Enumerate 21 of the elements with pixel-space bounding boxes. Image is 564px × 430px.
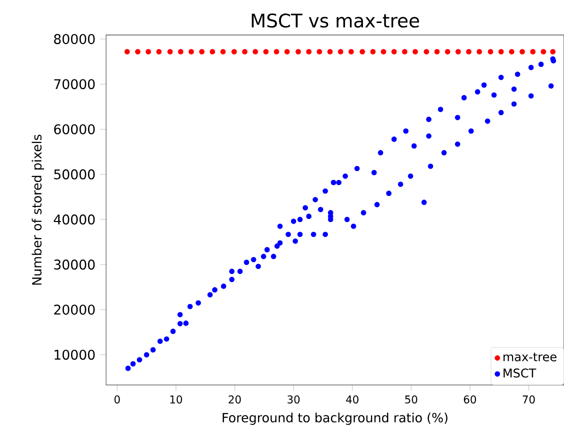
y-tick-label: 10000 (54, 350, 95, 360)
x-tick-label: 0 (114, 395, 120, 404)
y-tick-label: 50000 (54, 169, 95, 180)
y-tick-label: 60000 (54, 124, 95, 134)
x-tick-label: 40 (346, 395, 358, 404)
chart-title: MSCT vs max-tree (252, 13, 420, 28)
x-tick-label: 60 (464, 395, 476, 404)
x-tick-label: 20 (228, 395, 241, 404)
y-tick-label: 70000 (54, 79, 95, 90)
legend-label: MSCT (504, 368, 536, 378)
x-axis-title: Foreground to background ratio (%) (222, 412, 448, 425)
y-tick-label: 40000 (54, 214, 95, 225)
y-tick-label: 30000 (54, 260, 95, 270)
x-tick-label: 30 (288, 395, 300, 404)
y-tick-label: 20000 (54, 304, 95, 315)
y-tick-label: 80000 (54, 34, 95, 44)
x-tick-label: 10 (170, 395, 182, 404)
legend-label: max-tree (504, 352, 556, 362)
x-tick-label: 50 (405, 395, 418, 404)
y-axis-title: Number of stored pixels (32, 134, 44, 285)
x-tick-label: 70 (522, 395, 535, 404)
